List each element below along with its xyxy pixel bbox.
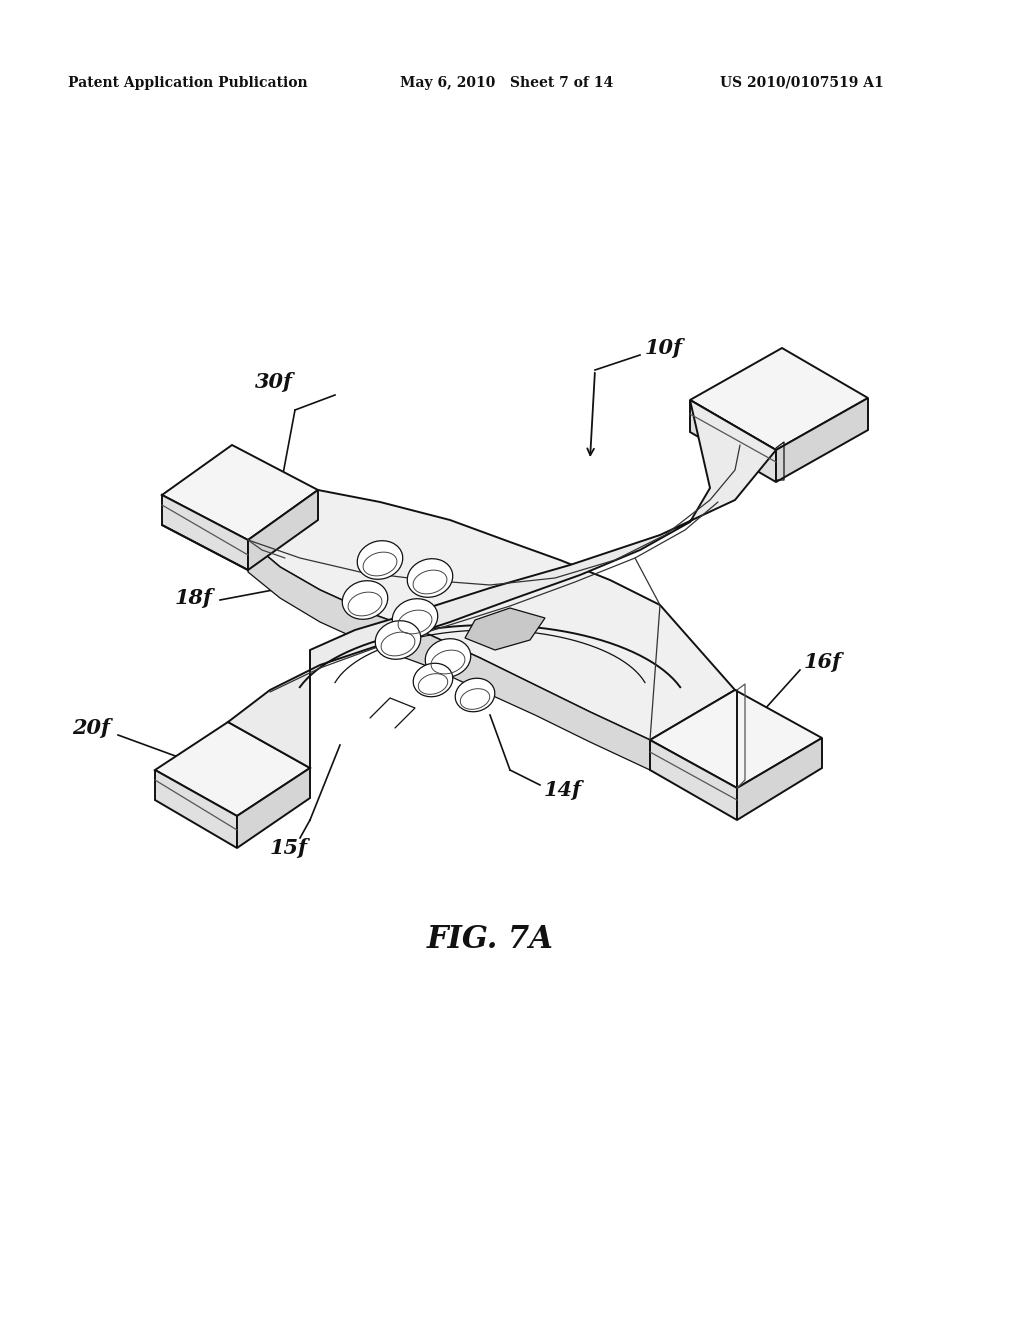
Polygon shape xyxy=(248,490,735,741)
Text: US 2010/0107519 A1: US 2010/0107519 A1 xyxy=(720,77,884,90)
Polygon shape xyxy=(248,490,318,570)
Text: 18f: 18f xyxy=(175,587,213,609)
Polygon shape xyxy=(237,768,310,847)
Polygon shape xyxy=(650,741,737,820)
Text: 10f: 10f xyxy=(645,338,683,358)
Polygon shape xyxy=(690,400,776,482)
Polygon shape xyxy=(690,348,868,450)
Text: 20f: 20f xyxy=(72,718,110,738)
Ellipse shape xyxy=(342,581,388,619)
Polygon shape xyxy=(248,540,650,770)
Text: 14f: 14f xyxy=(544,780,582,800)
Polygon shape xyxy=(650,690,822,788)
Polygon shape xyxy=(776,399,868,482)
Text: May 6, 2010   Sheet 7 of 14: May 6, 2010 Sheet 7 of 14 xyxy=(400,77,613,90)
Polygon shape xyxy=(228,400,776,768)
Polygon shape xyxy=(737,738,822,820)
Polygon shape xyxy=(162,495,248,570)
Polygon shape xyxy=(465,609,545,649)
Text: 30f: 30f xyxy=(255,372,293,392)
Text: FIG. 7A: FIG. 7A xyxy=(427,924,553,956)
Ellipse shape xyxy=(408,558,453,597)
Ellipse shape xyxy=(456,678,495,711)
Polygon shape xyxy=(162,445,318,540)
Text: 16f: 16f xyxy=(804,652,842,672)
Text: 12f: 12f xyxy=(824,400,862,420)
Ellipse shape xyxy=(375,620,421,659)
Ellipse shape xyxy=(425,639,471,677)
Ellipse shape xyxy=(357,541,402,579)
Polygon shape xyxy=(155,722,310,816)
Ellipse shape xyxy=(414,663,453,697)
Polygon shape xyxy=(155,770,237,847)
Text: Patent Application Publication: Patent Application Publication xyxy=(68,77,307,90)
Text: 15f: 15f xyxy=(270,838,308,858)
Ellipse shape xyxy=(392,599,437,638)
